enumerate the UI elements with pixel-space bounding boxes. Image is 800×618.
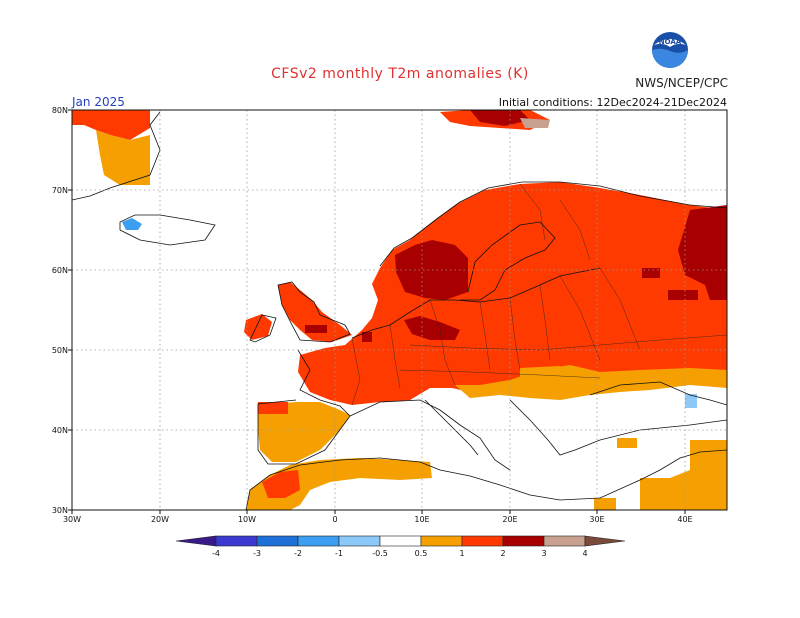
anomaly-region-egypt-mild [594, 498, 616, 510]
lat-label: 80N [52, 106, 68, 115]
anomaly-region-greenland [72, 110, 150, 140]
anomaly-region-svalbard-warm [470, 110, 530, 126]
anomaly-region-france-hot [362, 332, 372, 342]
anomaly-region-iberia-n [258, 402, 288, 414]
anomaly-region-turkey-mild [617, 438, 637, 448]
colorbar-tick: 3 [541, 549, 546, 558]
colorbar-swatch [543, 535, 586, 547]
anomaly-region-morocco [262, 470, 300, 498]
lon-label: 30W [63, 515, 81, 524]
colorbar-tick: -4 [212, 549, 220, 558]
anomaly-region-scandinavia-hot [395, 240, 468, 300]
colorbar-tick: 4 [582, 549, 587, 558]
colorbar-swatch [502, 535, 545, 547]
anomaly-region-1to2 [298, 182, 727, 405]
anomaly-region-uk-hot [305, 325, 327, 333]
colorbar-swatch [461, 535, 504, 547]
anomaly-region-svalbard-3to4 [520, 118, 550, 128]
forecast-month: Jan 2025 [72, 95, 125, 109]
lon-label: 30E [589, 515, 604, 524]
colorbar-tick: -0.5 [372, 549, 388, 558]
colorbar-tick: 2 [500, 549, 505, 558]
logo-text: NOAA [659, 38, 682, 46]
latitude-axis: 80N 70N 60N 50N 40N 30N [52, 106, 72, 515]
lat-label: 50N [52, 346, 68, 355]
anomaly-region-iceland-cool [122, 218, 142, 230]
colorbar-swatch [256, 535, 299, 547]
colorbar-tick: 1 [459, 549, 464, 558]
colorbar-swatch-lt-4 [175, 535, 217, 547]
anomaly-region-romania-mild [520, 366, 580, 392]
anomaly-region-russia-hot [678, 205, 727, 300]
colorbar-tick: -1 [335, 549, 343, 558]
coastlines [72, 111, 727, 510]
noaa-logo-icon: NOAA [652, 32, 688, 68]
anomaly-region-russia-hot-2 [642, 268, 660, 278]
organization-label: NWS/NCEP/CPC [635, 76, 728, 90]
country-borders [351, 183, 727, 406]
colorbar-swatch [215, 535, 258, 547]
lat-label: 40N [52, 426, 68, 435]
anomaly-region-iberia [258, 402, 350, 462]
colorbar-swatch-gt-4 [584, 535, 626, 547]
graticule [72, 110, 727, 510]
anomaly-region-russia-hot-3 [668, 290, 698, 300]
colorbar [175, 535, 626, 547]
lon-label: 10W [238, 515, 256, 524]
anomaly-region-caucasus-cool [685, 394, 697, 408]
anomaly-region-uk [278, 282, 352, 342]
lat-label: 60N [52, 266, 68, 275]
anomaly-region-greenland-mild [96, 130, 150, 185]
colorbar-swatch [420, 535, 463, 547]
colorbar-tick: -3 [253, 549, 261, 558]
lon-label: 0 [332, 515, 337, 524]
anomaly-fields [72, 110, 727, 510]
anomaly-region-germany-hot [404, 316, 460, 340]
lat-label: 70N [52, 186, 68, 195]
map-frame [71, 109, 728, 511]
longitude-axis: 30W 20W 10W 0 10E 20E 30E 40E [63, 510, 693, 524]
colorbar-tick: 0.5 [415, 549, 428, 558]
lon-label: 20W [151, 515, 169, 524]
colorbar-swatch [338, 535, 381, 547]
anomaly-region-balkans [455, 365, 727, 400]
lon-label: 10E [414, 515, 429, 524]
colorbar-tick: -2 [294, 549, 302, 558]
anomaly-region-ireland [244, 314, 272, 340]
colorbar-swatch [297, 535, 340, 547]
anomaly-region-middle-east [640, 470, 727, 510]
lat-label: 30N [52, 506, 68, 515]
lon-label: 20E [502, 515, 517, 524]
map-title: CFSv2 monthly T2m anomalies (K) [271, 66, 529, 82]
lon-label: 40E [677, 515, 692, 524]
initial-conditions: Initial conditions: 12Dec2024-21Dec2024 [498, 96, 727, 109]
colorbar-swatch [379, 535, 422, 547]
colorbar-ticks: -4 -3 -2 -1 -0.5 0.5 1 2 3 4 [212, 549, 588, 558]
